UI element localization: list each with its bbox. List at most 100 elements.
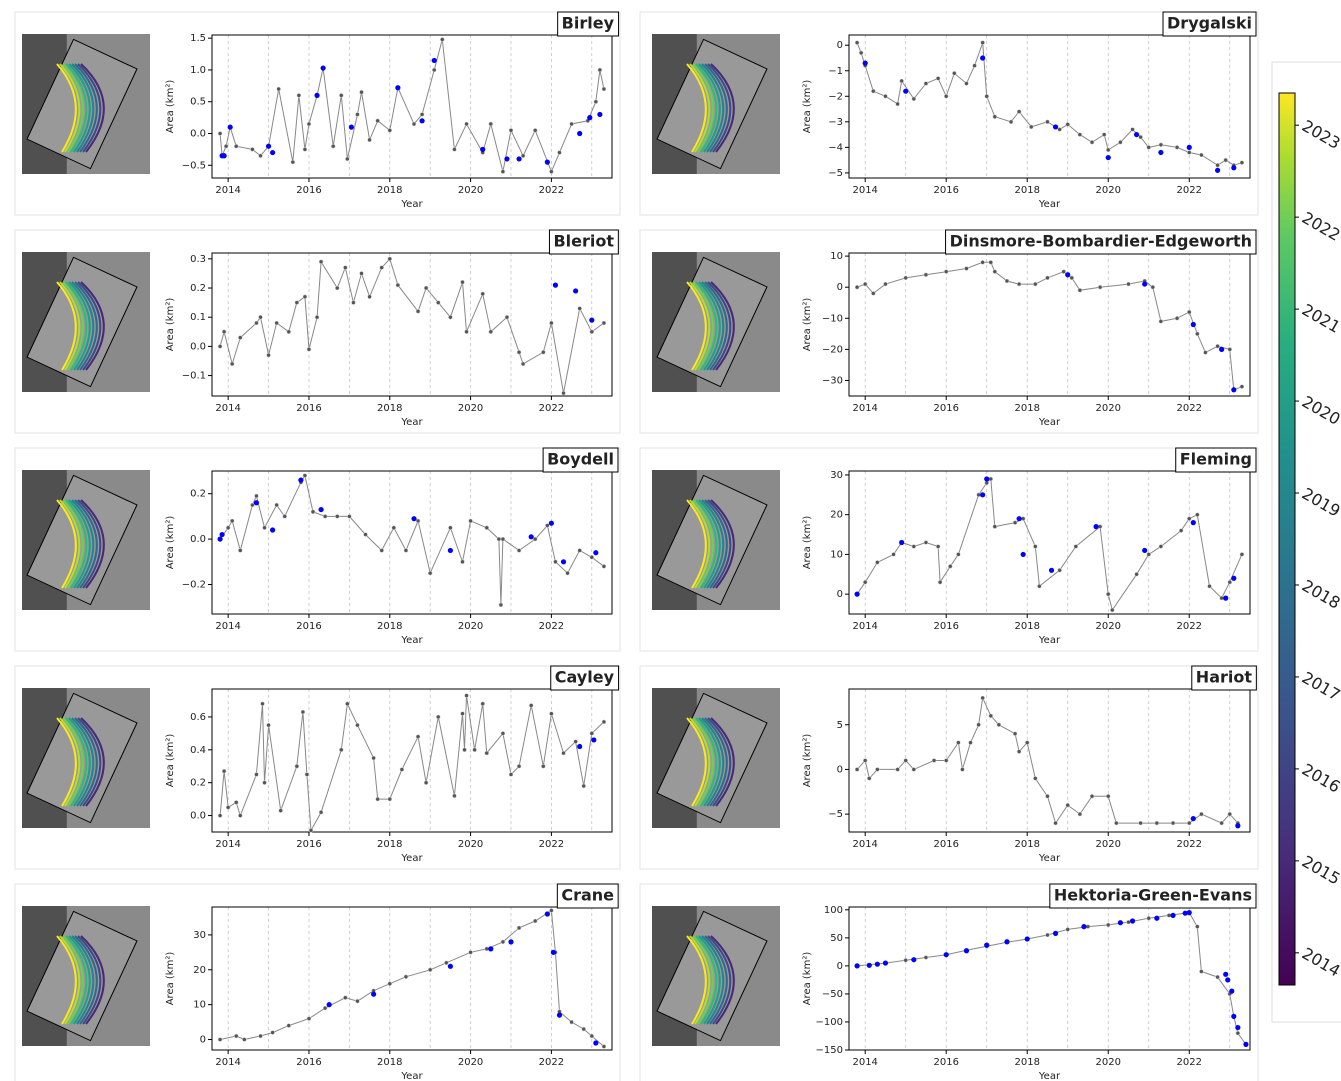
colorbar-frame bbox=[1271, 61, 1341, 1023]
x-tick-label: 2016 bbox=[933, 1057, 958, 1068]
series-line bbox=[219, 695, 605, 833]
thumbnail-front bbox=[59, 935, 81, 1025]
data-point bbox=[996, 722, 1002, 727]
y-tick-label: 0 bbox=[837, 40, 843, 51]
highlight-point bbox=[1229, 988, 1235, 994]
thumbnail-front bbox=[74, 63, 98, 153]
data-point bbox=[1118, 140, 1123, 145]
data-point bbox=[561, 390, 566, 396]
y-tick-label: 0.6 bbox=[190, 712, 206, 723]
data-point bbox=[516, 349, 522, 355]
data-point bbox=[903, 275, 908, 281]
data-point bbox=[379, 265, 384, 270]
thumbnail-front bbox=[80, 935, 105, 1025]
data-point bbox=[589, 1033, 595, 1039]
data-point bbox=[310, 509, 316, 515]
data-point bbox=[895, 767, 900, 772]
y-tick-label: −100 bbox=[816, 1017, 843, 1028]
data-point bbox=[488, 121, 494, 127]
data-point bbox=[233, 143, 239, 149]
data-point bbox=[1195, 331, 1200, 337]
data-point bbox=[343, 995, 348, 1000]
highlight-point bbox=[1052, 930, 1059, 936]
data-point bbox=[1215, 974, 1220, 980]
data-point bbox=[601, 1044, 607, 1049]
data-point bbox=[573, 739, 578, 744]
data-point bbox=[875, 767, 880, 772]
highlight-point bbox=[589, 317, 595, 323]
data-point bbox=[306, 121, 312, 127]
thumbnail-front bbox=[704, 717, 728, 807]
data-point bbox=[577, 306, 582, 311]
data-point bbox=[549, 908, 554, 913]
data-point bbox=[1105, 794, 1111, 799]
thumbnail-front bbox=[704, 281, 728, 371]
data-point bbox=[1016, 749, 1022, 754]
highlight-point bbox=[1223, 971, 1229, 977]
thumbnail-front bbox=[695, 717, 718, 807]
title-box bbox=[556, 883, 619, 909]
data-point bbox=[943, 269, 949, 274]
highlight-point bbox=[411, 516, 417, 522]
data-point bbox=[258, 153, 263, 159]
y-tick-label: −5 bbox=[828, 809, 843, 820]
highlight-point bbox=[963, 948, 970, 954]
title-box bbox=[945, 229, 1257, 255]
data-point bbox=[221, 768, 227, 774]
data-point bbox=[1227, 347, 1232, 352]
y-tick-label: −0.1 bbox=[182, 371, 206, 382]
data-point bbox=[266, 352, 271, 358]
data-point bbox=[500, 536, 506, 542]
title-box bbox=[1049, 883, 1257, 909]
data-point bbox=[1077, 811, 1083, 817]
data-point bbox=[300, 709, 306, 715]
series-line bbox=[856, 42, 1243, 166]
x-tick-label: 2022 bbox=[539, 621, 564, 632]
x-axis-label: Year bbox=[1038, 1071, 1061, 1081]
data-point bbox=[516, 764, 522, 769]
highlight-point bbox=[480, 146, 486, 152]
highlight-point bbox=[984, 942, 990, 948]
data-point bbox=[1069, 275, 1075, 281]
thumbnail-front bbox=[710, 63, 735, 153]
highlight-point bbox=[1016, 516, 1022, 522]
panel: 2014 2016 2018 2020 2022 −0.1 0.0 0.1 0.2 0.3 Year… bbox=[14, 229, 621, 434]
y-tick-label: −50 bbox=[822, 989, 843, 1000]
data-point bbox=[1170, 820, 1176, 826]
data-point bbox=[541, 764, 546, 769]
data-point bbox=[1126, 919, 1131, 925]
data-point bbox=[964, 81, 969, 86]
data-point bbox=[480, 701, 485, 707]
data-point bbox=[1146, 552, 1151, 557]
data-point bbox=[532, 128, 538, 133]
highlight-point bbox=[577, 130, 583, 137]
highlight-point bbox=[911, 957, 917, 963]
data-point bbox=[436, 714, 441, 720]
data-point bbox=[545, 523, 550, 528]
data-point bbox=[923, 81, 929, 86]
data-point bbox=[1186, 516, 1192, 521]
title-box bbox=[1191, 665, 1257, 691]
data-point bbox=[972, 63, 977, 68]
data-point bbox=[427, 570, 433, 576]
series-line bbox=[856, 477, 1243, 612]
highlight-point bbox=[265, 143, 272, 149]
data-point bbox=[923, 955, 929, 960]
data-point bbox=[250, 502, 255, 508]
data-point bbox=[1065, 122, 1070, 127]
data-point bbox=[923, 540, 929, 545]
y-tick-label: 0.4 bbox=[190, 745, 206, 756]
highlight-point bbox=[395, 85, 401, 91]
panel-frame bbox=[639, 11, 1259, 216]
data-point bbox=[464, 329, 469, 335]
data-point bbox=[254, 320, 259, 326]
data-point bbox=[597, 67, 603, 73]
data-point bbox=[862, 758, 868, 763]
plot-area bbox=[848, 34, 1251, 179]
data-point bbox=[302, 294, 308, 300]
data-point bbox=[274, 502, 279, 508]
thumbnail-front bbox=[695, 499, 718, 589]
highlight-point bbox=[318, 506, 324, 513]
data-point bbox=[508, 128, 514, 133]
title-box bbox=[548, 229, 619, 255]
